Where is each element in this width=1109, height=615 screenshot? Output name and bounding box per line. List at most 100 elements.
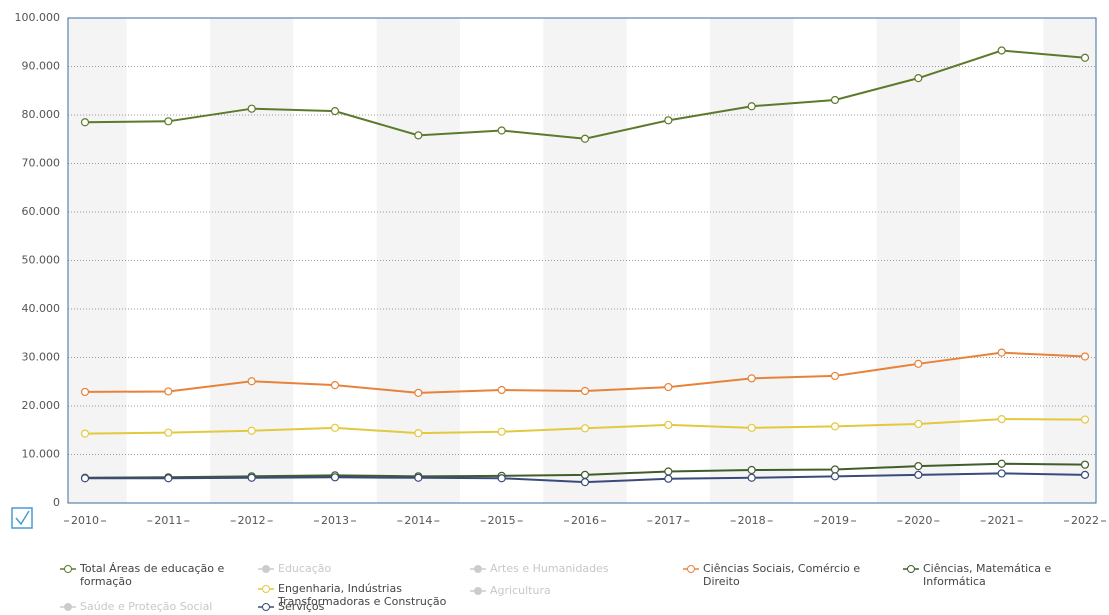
x-tick-label: 2015 [488,514,516,527]
data-point [997,348,1006,357]
data-point [330,473,340,482]
x-tick-label: 2019 [821,514,849,527]
x-tick-label: 2018 [738,514,766,527]
y-tick-label: 30.000 [22,351,61,364]
column-band [68,18,127,503]
data-point [330,107,340,116]
data-point [330,381,340,390]
y-tick-label: 90.000 [22,60,61,73]
data-point [580,478,590,487]
legend-item[interactable]: Saúde e Proteção Social [60,600,250,613]
data-point [164,117,173,126]
legend-item[interactable]: Agricultura [470,584,660,597]
legend-item[interactable]: Ciências, Matemática e Informática [903,562,1093,588]
legend-item[interactable]: Artes e Humanidades [470,562,660,575]
data-point [164,387,173,396]
data-point [914,462,923,471]
legend-label: Educação [278,562,332,575]
legend-marker [474,565,482,573]
chart: 0 10.000 20.000 30.000 40.000 50.000 60.000 70.… [11,11,1106,529]
data-point [664,467,673,476]
legend-label: Saúde e Proteção Social [80,600,213,613]
legend-item[interactable]: Ciências Sociais, Comércio e Direito [683,562,873,588]
x-tick-label: 2011 [154,514,182,527]
data-point [80,474,90,483]
legend-label: Ciências, Matemática e Informática [923,562,1052,588]
data-point [664,420,673,430]
data-point [580,134,590,143]
x-tick-label: 2013 [321,514,349,527]
data-point [497,427,506,436]
legend-marker [907,565,915,573]
data-point [330,423,340,432]
data-point [414,131,423,140]
legend-label: Artes e Humanidades [490,562,609,575]
data-point [997,469,1006,478]
data-point [247,426,256,435]
legend-label: Agricultura [490,584,551,597]
y-tick-label: 60.000 [22,205,61,218]
legend-item[interactable]: Educação [258,562,448,575]
data-point [747,465,756,475]
data-point [914,359,923,368]
data-point [1080,352,1090,361]
data-point [914,419,923,429]
data-point [830,371,840,381]
x-tick-label: 2021 [988,514,1016,527]
legend-marker [474,587,482,595]
legend-symbol [258,585,274,593]
data-point [1080,415,1090,424]
legend-item[interactable]: Serviços [258,600,448,613]
legend-item[interactable]: Total Áreas de educação e formação [60,562,250,588]
data-point [664,116,673,125]
data-point [580,386,590,396]
y-tick-label: 40.000 [22,302,61,315]
legend-marker [262,585,270,593]
legend-item[interactable]: Engenharia, Indústrias Transformadoras e… [258,582,448,608]
legend-marker [262,603,270,611]
data-point [830,422,840,431]
x-tick-label: 2017 [654,514,682,527]
y-tick-label: 20.000 [22,399,61,412]
legend-symbol [683,565,699,573]
y-tick-label: 10.000 [22,448,61,461]
legend-marker [687,565,695,573]
data-point [1080,53,1090,62]
legend-label: Engenharia, Indústrias Transformadoras e… [278,582,447,608]
data-point [580,424,590,433]
y-tick-label: 50.000 [22,254,61,267]
data-point [80,429,90,438]
data-point [247,104,256,113]
legend-label: Serviços [278,600,325,613]
data-point [664,474,673,483]
legend-symbol [60,565,76,573]
data-point [914,470,923,479]
data-point [664,382,673,392]
legend-symbol [470,587,486,595]
y-tick-label: 70.000 [22,157,61,170]
legend-marker [262,565,270,573]
y-tick-label: 0 [53,496,60,509]
data-point [1080,470,1090,479]
y-tick-label: 80.000 [22,108,61,121]
data-point [164,428,173,437]
data-point [247,473,256,482]
data-point [747,102,756,111]
legend-symbol [470,565,486,573]
legend-symbol [60,603,76,611]
x-tick-label: 2022 [1071,514,1099,527]
data-point [1080,460,1090,469]
data-point [914,74,923,83]
legend-label: Total Áreas de educação e formação [80,562,225,588]
data-point [830,95,840,105]
x-tick-label: 2020 [904,514,932,527]
data-point [164,474,173,483]
data-point [497,385,506,395]
data-point [80,118,90,127]
data-point [247,377,256,386]
data-point [747,423,756,432]
legend-symbol [258,565,274,573]
x-tick-label: 2014 [404,514,432,527]
check-icon [15,510,30,526]
